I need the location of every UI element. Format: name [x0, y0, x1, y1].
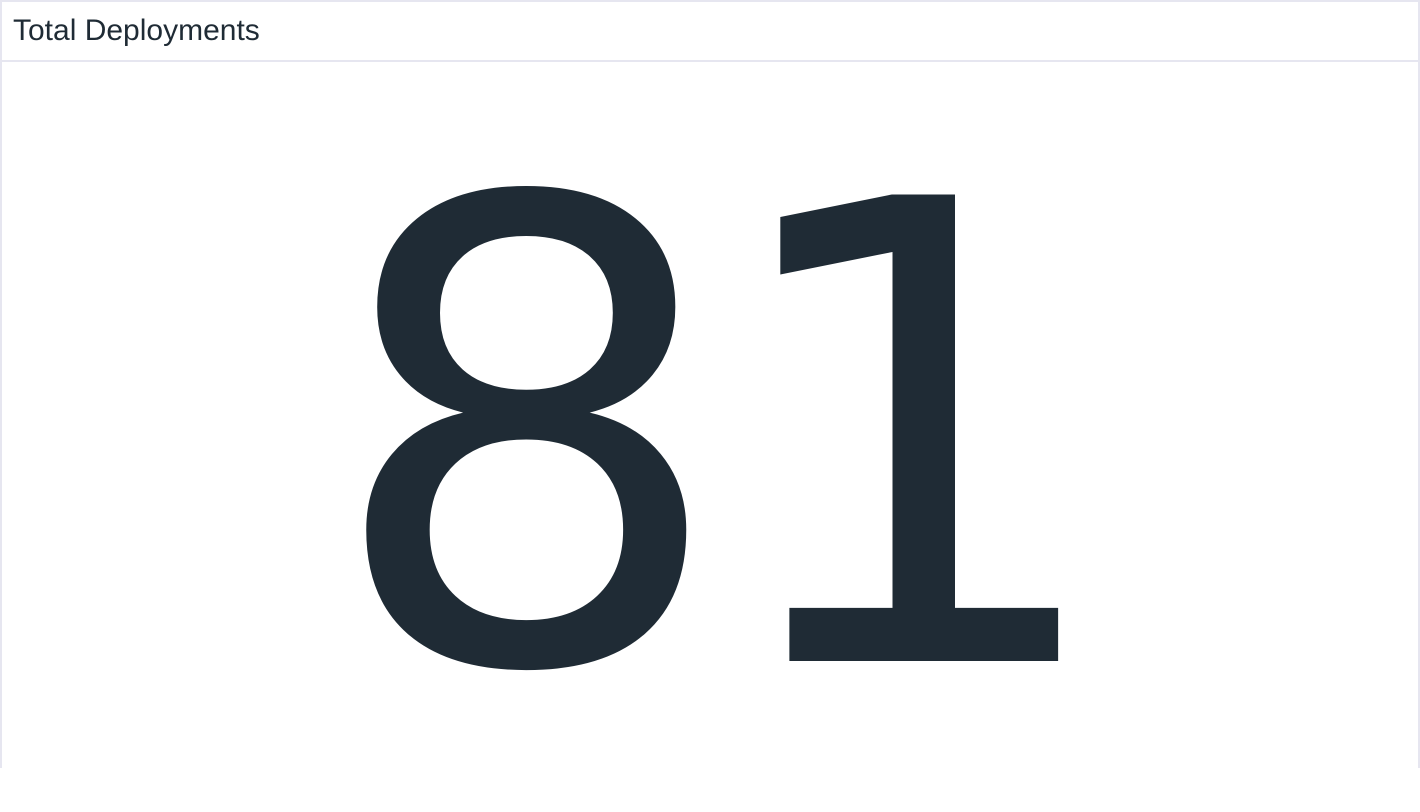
stat-value: 81	[322, 67, 1117, 812]
panel-body: 81	[2, 62, 1418, 768]
panel-header: Total Deployments	[2, 2, 1418, 62]
panel-title: Total Deployments	[13, 14, 260, 47]
stat-panel: Total Deployments 81	[0, 0, 1420, 768]
